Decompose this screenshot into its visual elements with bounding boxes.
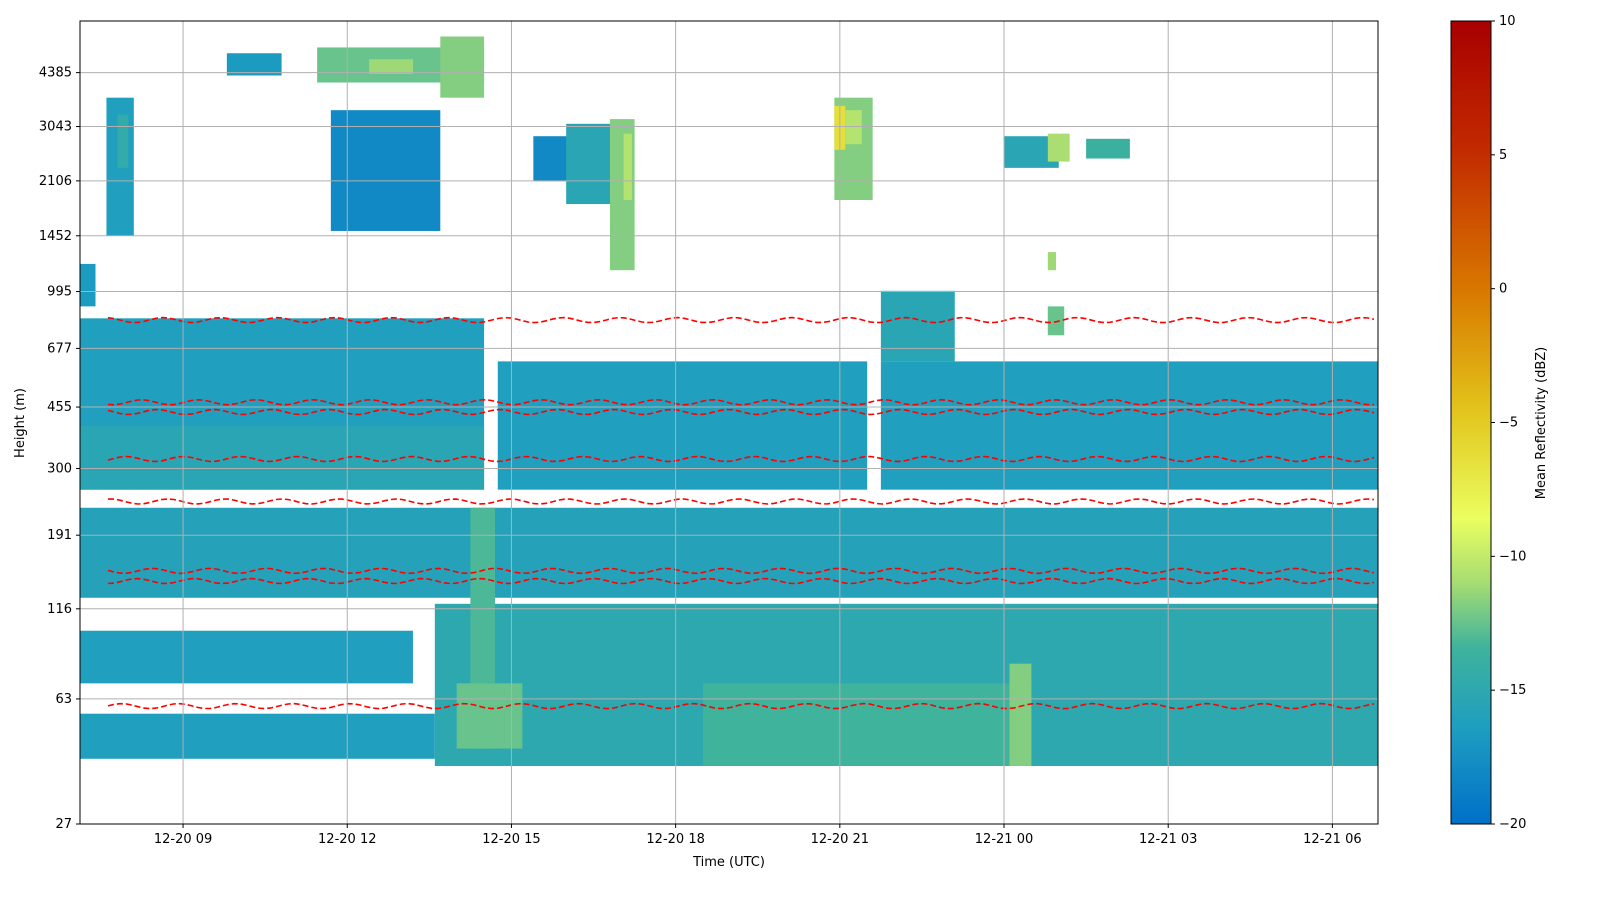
colorbar-tick-label: −15 bbox=[1499, 683, 1526, 698]
colorbar bbox=[1450, 20, 1492, 825]
echo-region bbox=[880, 290, 955, 362]
echo-region bbox=[330, 110, 441, 231]
contour-line bbox=[107, 702, 1375, 710]
contour-line bbox=[107, 316, 1375, 324]
y-tick-label: 4385 bbox=[39, 66, 72, 81]
contour-line bbox=[107, 567, 1375, 575]
x-tick-label: 12-20 21 bbox=[811, 832, 869, 847]
echo-region bbox=[497, 361, 868, 490]
echo-region bbox=[456, 683, 523, 749]
colorbar-tick-label: −20 bbox=[1499, 817, 1526, 832]
echo-region bbox=[440, 36, 485, 98]
colorbar-label: Mean Reflectivity (dBZ) bbox=[1534, 347, 1549, 500]
x-tick-label: 12-20 15 bbox=[482, 832, 540, 847]
colorbar-tick-label: −5 bbox=[1499, 416, 1518, 431]
contour-line bbox=[107, 455, 1375, 463]
echo-region bbox=[1009, 663, 1032, 766]
x-tick-label: 12-20 12 bbox=[318, 832, 376, 847]
echo-region bbox=[369, 59, 413, 74]
colorbar-tick-label: 0 bbox=[1499, 282, 1507, 297]
colorbar-ticks: 10 5 0 −5 −10 −15 −20 bbox=[1491, 14, 1526, 832]
contour-line bbox=[107, 398, 1375, 406]
echo-region bbox=[703, 683, 1032, 766]
plot-frame bbox=[79, 20, 1379, 825]
y-tick-label: 455 bbox=[47, 400, 72, 415]
y-tick-label: 191 bbox=[47, 528, 72, 543]
y-tick-label: 63 bbox=[55, 692, 72, 707]
x-tick-label: 12-21 03 bbox=[1139, 832, 1197, 847]
echo-region bbox=[1086, 138, 1130, 159]
echo-region bbox=[117, 114, 129, 168]
y-tick-label: 2106 bbox=[39, 174, 72, 189]
reflectivity-contours bbox=[107, 316, 1375, 710]
echo-region bbox=[80, 507, 1378, 598]
echo-region bbox=[1047, 306, 1065, 336]
colorbar-tick-label: 10 bbox=[1499, 14, 1516, 29]
colorbar-tick-label: 5 bbox=[1499, 148, 1507, 163]
echo-region bbox=[80, 426, 485, 490]
x-tick-label: 12-21 06 bbox=[1303, 832, 1361, 847]
x-tick-label: 12-20 09 bbox=[154, 832, 212, 847]
echo-region bbox=[80, 263, 96, 307]
x-tick-label: 12-20 18 bbox=[646, 832, 704, 847]
y-tick-label: 3043 bbox=[39, 120, 72, 135]
y-tick-label: 116 bbox=[47, 602, 72, 617]
y-tick-label: 995 bbox=[47, 285, 72, 300]
y-tick-label: 27 bbox=[55, 817, 72, 832]
x-axis-label: Time (UTC) bbox=[692, 855, 765, 870]
y-axis-label: Height (m) bbox=[13, 388, 28, 458]
echo-region bbox=[80, 630, 413, 684]
echo-region bbox=[845, 110, 862, 145]
echo-region bbox=[623, 133, 632, 201]
colorbar-tick-label: −10 bbox=[1499, 549, 1526, 564]
y-axis-ticks: 4385 3043 2106 1452 995 677 455 300 191 116 63 27 bbox=[39, 66, 80, 832]
contour-line bbox=[107, 408, 1375, 416]
y-tick-label: 1452 bbox=[39, 229, 72, 244]
y-tick-label: 300 bbox=[47, 462, 72, 477]
x-axis-ticks: 12-20 09 12-20 12 12-20 15 12-20 18 12-20 21… bbox=[154, 824, 1362, 847]
echo-region bbox=[1047, 252, 1057, 271]
echo-region bbox=[880, 361, 1378, 490]
echo-region bbox=[226, 53, 282, 76]
echo-region bbox=[1047, 133, 1070, 162]
echo-region bbox=[533, 136, 572, 182]
x-tick-label: 12-21 00 bbox=[975, 832, 1033, 847]
contour-line bbox=[108, 498, 1375, 505]
y-tick-label: 677 bbox=[47, 341, 72, 356]
echo-region bbox=[80, 713, 435, 759]
contour-line bbox=[107, 577, 1375, 585]
